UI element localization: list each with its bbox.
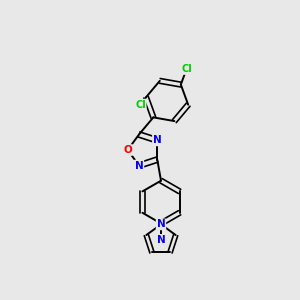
Text: N: N	[157, 235, 165, 245]
Text: Cl: Cl	[182, 64, 192, 74]
Text: Cl: Cl	[135, 100, 146, 110]
Text: N: N	[157, 219, 165, 230]
Text: O: O	[123, 145, 132, 155]
Text: N: N	[135, 160, 143, 170]
Text: N: N	[153, 135, 162, 146]
